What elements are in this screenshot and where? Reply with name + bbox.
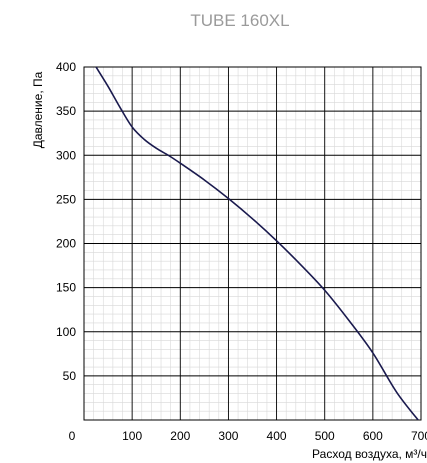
y-tick-label-7: 400 bbox=[56, 60, 76, 74]
x-tick-label-7: 700 bbox=[411, 429, 427, 443]
x-tick-label-0: 0 bbox=[69, 429, 76, 443]
x-tick-label-2: 200 bbox=[170, 429, 190, 443]
y-tick-label-5: 300 bbox=[56, 148, 76, 162]
series-line-0 bbox=[95, 67, 420, 420]
x-tick-label-6: 600 bbox=[363, 429, 383, 443]
x-axis-label: Расход воздуха, м³/ч bbox=[312, 447, 427, 461]
y-tick-label-0: 50 bbox=[63, 369, 77, 383]
y-axis-label: Давление, Па bbox=[31, 71, 45, 148]
x-tick-label-3: 300 bbox=[218, 429, 238, 443]
y-tick-label-1: 100 bbox=[56, 325, 76, 339]
y-tick-labels: 50 100 150 200 250 300 350 400 bbox=[56, 60, 76, 383]
x-tick-labels: 0 100 200 300 400 500 600 700 bbox=[69, 429, 427, 443]
series-layer bbox=[95, 67, 420, 420]
plot-frame bbox=[83, 66, 422, 421]
y-tick-label-6: 350 bbox=[56, 104, 76, 118]
y-tick-label-4: 250 bbox=[56, 192, 76, 206]
x-tick-label-1: 100 bbox=[122, 429, 142, 443]
x-tick-label-5: 500 bbox=[315, 429, 335, 443]
x-tick-label-4: 400 bbox=[267, 429, 287, 443]
y-tick-label-2: 150 bbox=[56, 281, 76, 295]
chart-title: TUBE 160XL bbox=[190, 11, 289, 30]
major-gridlines bbox=[84, 67, 421, 420]
y-tick-label-3: 200 bbox=[56, 237, 76, 251]
